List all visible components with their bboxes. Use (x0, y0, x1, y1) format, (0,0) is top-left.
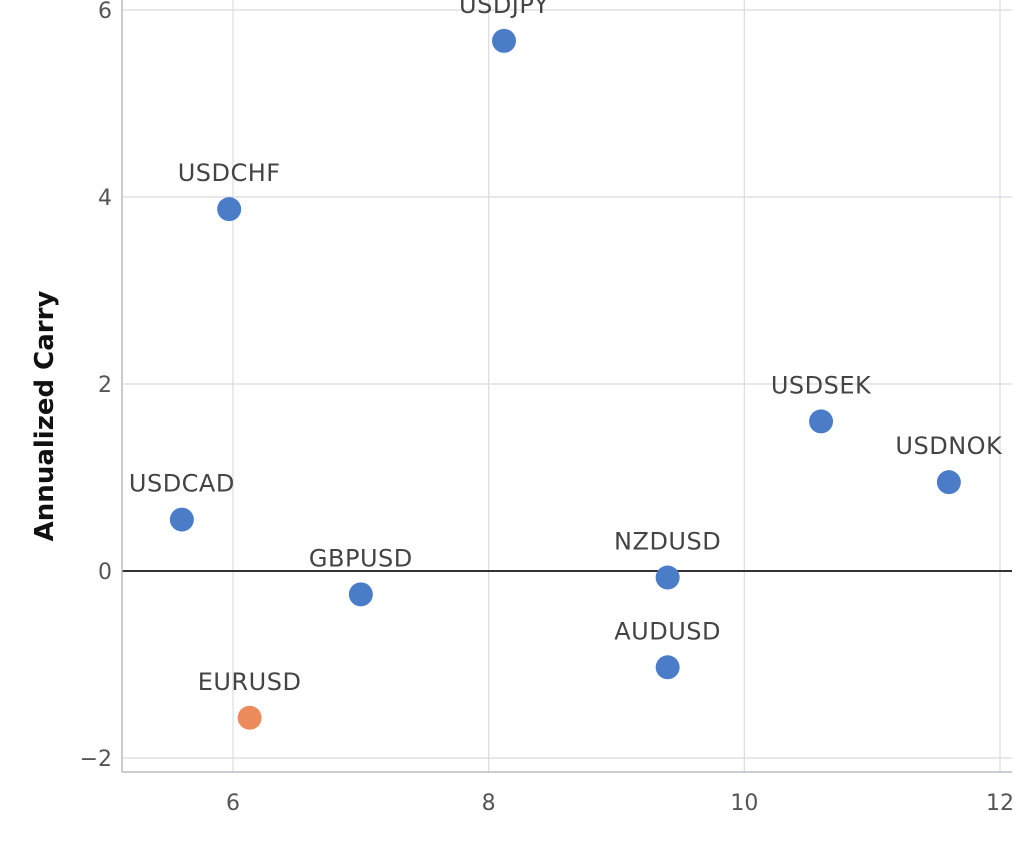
y-tick-label: −2 (80, 747, 112, 772)
point-label-eurusd: EURUSD (198, 668, 302, 696)
point-label-usdsek: USDSEK (771, 371, 872, 399)
point-label-usdnok: USDNOK (895, 432, 1003, 460)
data-point-usdnok (936, 470, 961, 495)
data-point-gbpusd (348, 582, 373, 607)
x-tick-label: 6 (226, 791, 240, 816)
point-label-nzdusd: NZDUSD (614, 528, 721, 556)
point-label-audusd: AUDUSD (614, 617, 721, 645)
axes: 6 8 10 12 −2 0 2 4 6 (80, 0, 1014, 816)
x-tick-label: 8 (482, 791, 496, 816)
point-labels: USDJPY USDCHF USDSEK USDNOK USDCAD NZDUSD GBPU… (129, 0, 1003, 696)
point-label-usdchf: USDCHF (178, 159, 281, 187)
point-label-usdjpy: USDJPY (459, 0, 549, 19)
point-label-usdcad: USDCAD (129, 470, 235, 498)
data-point-eurusd (237, 705, 262, 730)
y-tick-label: 4 (98, 186, 112, 211)
data-point-audusd (655, 655, 680, 680)
y-tick-label: 0 (98, 560, 112, 585)
data-point-usdchf (217, 197, 242, 222)
data-point-usdsek (809, 409, 834, 434)
grid (122, 0, 1012, 772)
y-tick-label: 6 (98, 0, 112, 24)
y-axis-label: Annualized Carry (30, 291, 60, 542)
point-label-gbpusd: GBPUSD (309, 544, 413, 572)
y-tick-label: 2 (98, 373, 112, 398)
data-point-usdcad (169, 507, 194, 532)
data-point-nzdusd (655, 565, 680, 590)
x-tick-label: 10 (730, 791, 758, 816)
data-points (169, 28, 961, 730)
data-point-usdjpy (492, 28, 517, 53)
x-tick-label: 12 (986, 791, 1014, 816)
